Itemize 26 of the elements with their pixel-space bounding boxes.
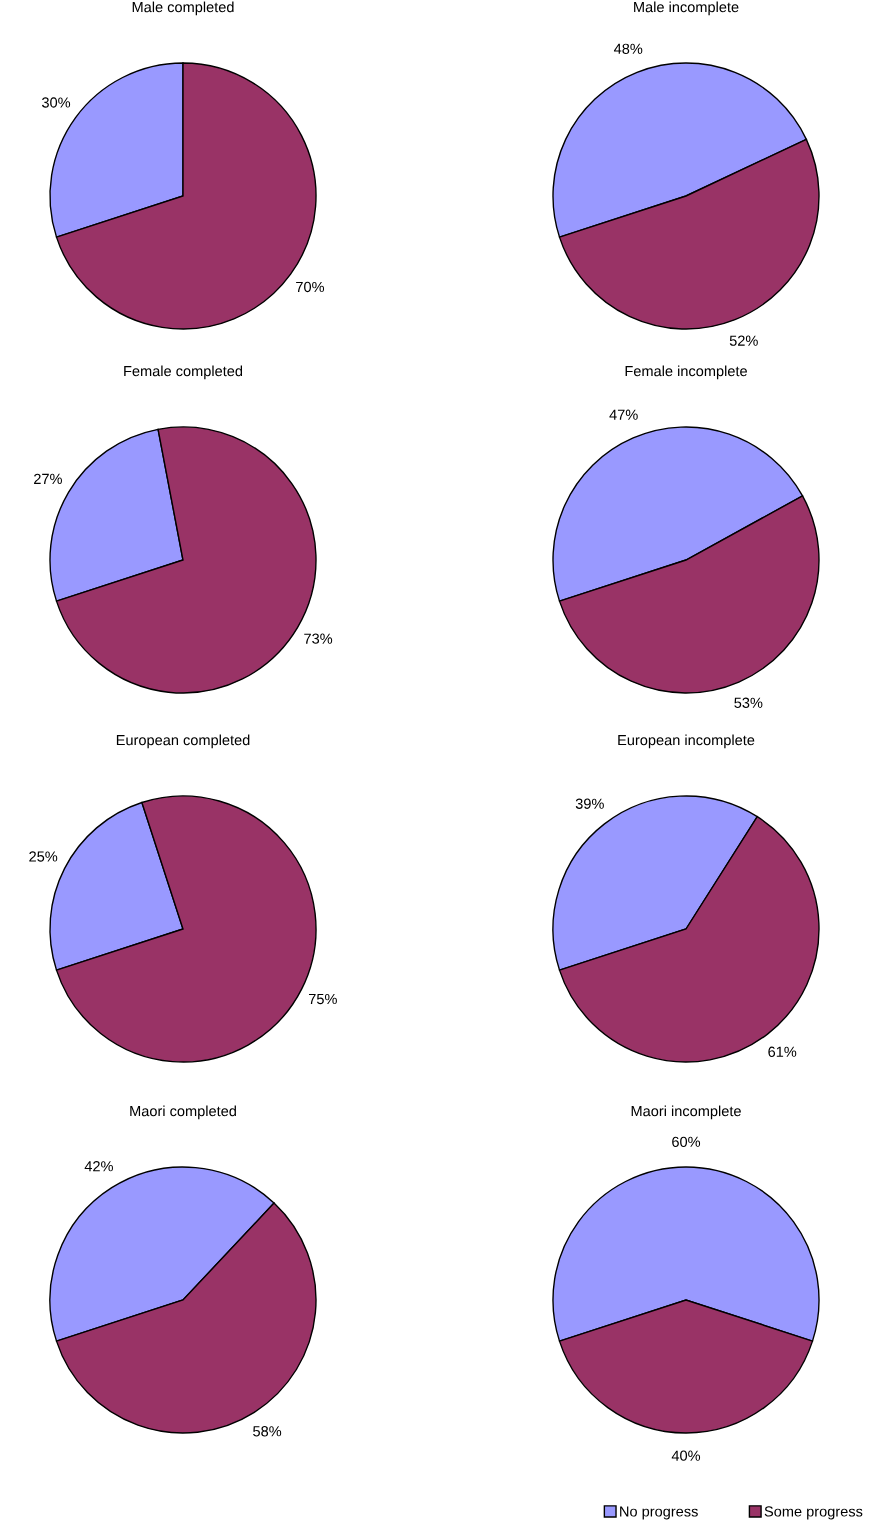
data-label: 47% (609, 409, 638, 420)
data-label: 52% (729, 335, 758, 346)
data-label: 40% (671, 1450, 701, 1461)
data-label: 70% (296, 281, 325, 293)
chart-title: Female completed (124, 365, 243, 380)
chart-title: European incomplete (618, 734, 755, 749)
data-label: 30% (42, 97, 71, 108)
chart-title: Male incomplete (634, 1, 739, 16)
data-label: 75% (308, 993, 337, 1005)
legend-label: No progress (620, 1506, 698, 1520)
chart-title: Female incomplete (625, 365, 747, 380)
data-label: 27% (34, 473, 62, 484)
chart-title: European completed (116, 734, 250, 749)
data-label: 39% (575, 798, 604, 809)
data-label: 61% (768, 1046, 797, 1057)
data-label: 25% (29, 851, 58, 862)
data-label: 58% (253, 1426, 282, 1437)
data-label: 53% (734, 697, 763, 708)
data-label: 60% (672, 1136, 701, 1147)
data-label: 48% (613, 43, 643, 54)
chart-title: Maori completed (130, 1105, 236, 1120)
chart-title: Maori incomplete (631, 1105, 741, 1120)
data-label: 42% (84, 1161, 113, 1172)
legend-label: Some progress (764, 1506, 863, 1520)
chart-title: Male completed (132, 1, 234, 16)
data-label: 73% (304, 633, 333, 644)
